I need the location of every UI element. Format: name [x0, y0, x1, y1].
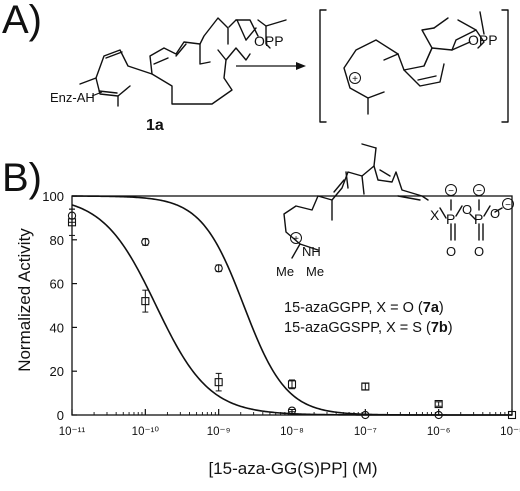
oxygen-double-label-1: O: [446, 244, 456, 259]
y-axis-label: Normalized Activity: [15, 228, 34, 372]
opp-label-right: OPP: [468, 32, 498, 48]
y-tick-label: 20: [50, 364, 64, 379]
data-point-7a: [141, 237, 150, 247]
methyl-label-2: Me: [306, 264, 324, 279]
data-point-7a: [361, 410, 370, 420]
x-tick-label: 10⁻⁶: [427, 426, 451, 438]
x-tick-label: 10⁻⁹: [207, 426, 231, 438]
enzyme-label: Enz-AH: [50, 90, 95, 105]
inhibitor-labels: X P P O O O O − − − + NH Me Me: [276, 184, 514, 279]
panel-b-label: B): [2, 156, 42, 200]
x-tick-label: 10⁻⁸: [280, 426, 304, 438]
y-tick-label: 80: [50, 233, 64, 248]
data-point-7b: [67, 218, 77, 227]
data-point-7b: [434, 399, 443, 409]
phosphorus-label-1: P: [446, 211, 455, 227]
compound-id-1a: 1a: [146, 117, 164, 134]
y-tick-label: 0: [57, 408, 64, 423]
phosphorus-label-2: P: [474, 211, 483, 227]
data-point-7b: [287, 380, 297, 389]
nh-label: NH: [302, 244, 321, 259]
data-point-7b: [507, 410, 517, 420]
panel-a-substrate: [79, 17, 287, 107]
panel-a-cation: [319, 9, 509, 123]
chart-axes: 0 20 40 60 80 100 10⁻¹¹ 10⁻¹⁰ 10⁻⁹ 10⁻⁸ 10⁻⁷ 10⁻⁶ 10…: [42, 189, 520, 438]
negative-charge-1: −: [448, 186, 454, 197]
opp-label-left: OPP: [254, 33, 284, 49]
x-tick-label: 10⁻⁵: [500, 426, 520, 438]
data-point-7b: [214, 378, 223, 387]
x-atom-label: X: [430, 207, 440, 223]
data-point-7b: [361, 382, 370, 391]
enzyme-arrow: [91, 91, 103, 97]
oxygen-bridge-label: O: [462, 202, 472, 217]
x-tick-label: 10⁻⁷: [354, 426, 377, 438]
data-point-7a: [287, 406, 297, 415]
cation-charge-circle: [349, 72, 361, 84]
y-tick-label: 40: [50, 320, 64, 335]
oxygen-double-label-2: O: [474, 244, 484, 259]
x-tick-label: 10⁻¹¹: [59, 426, 86, 438]
panel-a-label: A): [2, 0, 42, 42]
legend-line-7a: 15-azaGGPP, X = O (7a): [284, 300, 444, 316]
ammonium-plus: +: [293, 234, 299, 245]
data-point-7b: [141, 297, 150, 306]
oxygen-terminal-label: O: [490, 206, 500, 221]
negative-charge-3: −: [505, 200, 511, 211]
inhibitor-structure: [283, 143, 503, 259]
x-axis-label: [15-aza-GG(S)PP] (M): [208, 459, 377, 478]
legend-line-7b: 15-azaGGSPP, X = S (7b): [284, 320, 453, 336]
y-tick-label: 100: [42, 189, 64, 204]
y-tick-label: 60: [50, 277, 64, 292]
data-point-7a: [214, 264, 223, 273]
reaction-arrow: [236, 62, 306, 70]
methyl-label-1: Me: [276, 264, 294, 279]
data-point-7a: [434, 410, 443, 420]
negative-charge-2: −: [476, 186, 482, 197]
data-points: [67, 208, 517, 420]
x-tick-label: 10⁻¹⁰: [132, 426, 160, 438]
cation-plus: +: [352, 74, 358, 85]
